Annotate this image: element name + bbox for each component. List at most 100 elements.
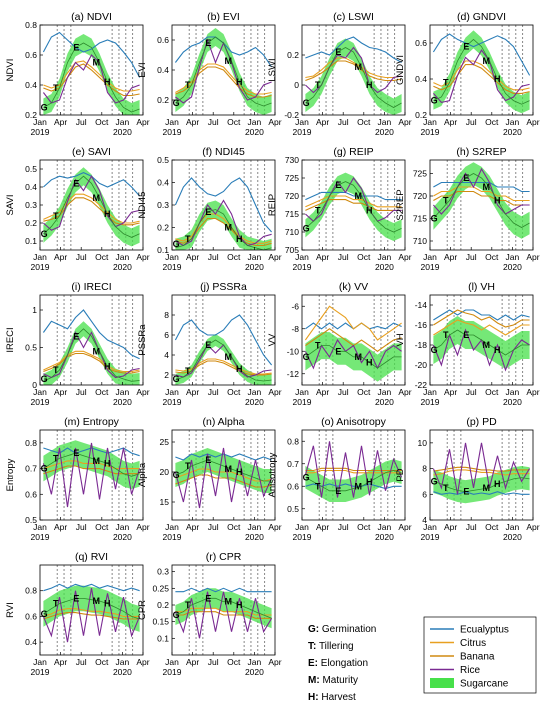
subplot-6: (f) NDI45 GT E MH 0.1 0.2 0.3 0.4 0.5 Jan Apr Jul Oc… bbox=[137, 146, 282, 272]
subplot-title: (i) IRECI bbox=[71, 281, 111, 293]
series-line-ecualyptus bbox=[433, 491, 530, 495]
series-line-banana bbox=[175, 611, 272, 619]
stage-label-h: H bbox=[236, 77, 243, 87]
x-tick-label: Jan bbox=[295, 117, 309, 127]
x-tick-label: Jan bbox=[248, 522, 262, 532]
x-tick-label: Jan bbox=[378, 387, 392, 397]
y-axis-label: Alpha bbox=[137, 462, 148, 487]
x-tick-label: Apr bbox=[268, 117, 281, 127]
series-line-rice bbox=[432, 167, 530, 215]
stage-label-h: H bbox=[104, 361, 111, 371]
subplot-18: (r) CPR GT E M H 0.1 0.15 0.2 0.25 0.3 Jan Apr Jul Oc… bbox=[137, 551, 282, 677]
stage-label-h: H bbox=[494, 196, 501, 206]
subplot-title: (h) S2REP bbox=[456, 146, 506, 158]
x-tick-label: Oct bbox=[95, 387, 109, 397]
x-tick-label: Apr bbox=[54, 387, 67, 397]
subplot-11: (k) VV GT E MH -12 -10 -8 -6 Jan Apr Jul Oct Jan Apr 2… bbox=[267, 281, 412, 407]
axes-box bbox=[171, 294, 276, 386]
stage-label-e: E bbox=[205, 340, 211, 350]
series-band-sugarcane bbox=[305, 38, 402, 115]
stage-label-g: G bbox=[41, 609, 48, 619]
y-axis-label: VV bbox=[267, 333, 278, 346]
series-line-citrus bbox=[43, 60, 140, 92]
x-tick-label: Jan bbox=[33, 657, 47, 667]
x-tick-label: Jan bbox=[33, 522, 47, 532]
series-line-rice bbox=[305, 176, 402, 222]
stage-label-h: H bbox=[366, 477, 373, 487]
series-line-rice bbox=[43, 175, 140, 231]
subplot-1: (a) NDVI GT E MH 0.2 0.4 0.6 0.8 Jan Apr Jul Oct Jan… bbox=[5, 11, 150, 137]
stage-label-h: H bbox=[236, 364, 243, 374]
x-tick-label: Apr bbox=[136, 117, 149, 127]
stage-label-h: H bbox=[104, 77, 111, 87]
stage-label-t: T bbox=[315, 205, 321, 215]
series-line-citrus bbox=[305, 195, 402, 208]
axes-box bbox=[39, 429, 144, 521]
subplot-15: (o) Anisotropy GT E M H 0.5 0.6 0.7 0.8 Jan Apr Jul… bbox=[267, 416, 412, 542]
y-tick-label: -10 bbox=[287, 346, 300, 356]
series-line-rice bbox=[42, 442, 141, 508]
axes-box bbox=[301, 294, 406, 386]
axes-box bbox=[429, 24, 534, 116]
x-tick-label: Jan bbox=[378, 117, 392, 127]
x-tick-label: Jul bbox=[208, 522, 219, 532]
x-tick-label: Jan bbox=[378, 252, 392, 262]
stage-label-g: G bbox=[41, 374, 48, 384]
stage-label-e: E bbox=[73, 178, 79, 188]
series-line-sugarcane bbox=[433, 38, 530, 105]
axes-box bbox=[301, 159, 406, 251]
x-year-label: 2020 bbox=[503, 532, 522, 542]
x-tick-label: Oct bbox=[485, 387, 499, 397]
y-tick-label: 20 bbox=[160, 467, 170, 477]
x-tick-label: Jan bbox=[378, 522, 392, 532]
stage-label-e: E bbox=[335, 346, 341, 356]
y-axis-label: EVI bbox=[137, 62, 148, 77]
series-line-ecualyptus bbox=[43, 583, 140, 592]
y-tick-label: 0.4 bbox=[25, 637, 37, 647]
x-year-label: 2019 bbox=[31, 397, 50, 407]
series-line-sugarcane bbox=[43, 328, 140, 382]
stage-label-e: E bbox=[205, 593, 211, 603]
y-tick-label: 0.4 bbox=[157, 178, 169, 188]
x-tick-label: Apr bbox=[268, 387, 281, 397]
stage-label-t: T bbox=[185, 600, 191, 610]
x-year-label: 2019 bbox=[421, 262, 440, 272]
legend-label: Ecualyptus bbox=[460, 625, 509, 636]
x-tick-label: Apr bbox=[54, 657, 67, 667]
x-tick-label: Jul bbox=[76, 387, 87, 397]
x-tick-label: Jul bbox=[76, 117, 87, 127]
x-tick-label: Jan bbox=[116, 117, 130, 127]
x-year-label: 2020 bbox=[245, 397, 264, 407]
y-tick-label: 0.5 bbox=[287, 504, 299, 514]
x-year-label: 2019 bbox=[293, 397, 312, 407]
stage-label-h: H bbox=[104, 599, 111, 609]
y-tick-label: 710 bbox=[413, 236, 427, 246]
x-tick-label: Jan bbox=[295, 252, 309, 262]
stage-label-e: E bbox=[73, 331, 79, 341]
x-tick-label: Oct bbox=[227, 117, 241, 127]
x-tick-label: Apr bbox=[398, 252, 411, 262]
stage-label-g: G bbox=[303, 98, 310, 108]
subplot-title: (g) REIP bbox=[333, 146, 373, 158]
x-tick-label: Jan bbox=[33, 387, 47, 397]
x-tick-label: Jan bbox=[506, 117, 520, 127]
stage-label-t: T bbox=[443, 483, 449, 493]
stage-label-t: T bbox=[185, 366, 191, 376]
x-year-label: 2020 bbox=[503, 127, 522, 137]
stage-label-g: G bbox=[431, 214, 438, 224]
stage-label-m: M bbox=[225, 56, 233, 66]
y-tick-label: 705 bbox=[285, 245, 299, 255]
x-tick-label: Jan bbox=[295, 387, 309, 397]
y-tick-label: -8 bbox=[291, 324, 299, 334]
x-tick-label: Oct bbox=[357, 522, 371, 532]
y-tick-label: -6 bbox=[291, 301, 299, 311]
stage-label-t: T bbox=[315, 80, 321, 90]
stage-label-g: G bbox=[41, 103, 48, 113]
x-tick-label: Jan bbox=[506, 252, 520, 262]
x-tick-label: Apr bbox=[316, 252, 329, 262]
x-tick-label: Jul bbox=[208, 252, 219, 262]
stage-label-g: G bbox=[41, 464, 48, 474]
stage-legend: G: Germination T: Tillering E: Elongation M… bbox=[308, 624, 376, 703]
y-tick-label: 0.6 bbox=[287, 481, 299, 491]
y-axis-label: PSSRa bbox=[137, 324, 148, 356]
